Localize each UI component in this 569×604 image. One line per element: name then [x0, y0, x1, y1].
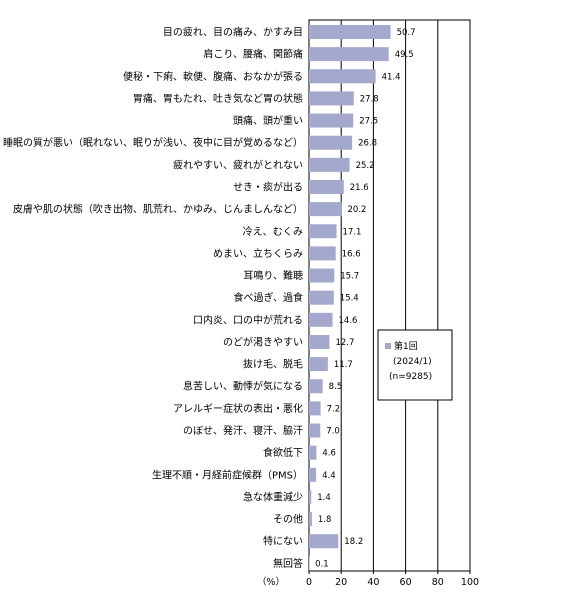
value-label: 41.4 [382, 72, 401, 82]
bar [309, 312, 333, 327]
category-labels: 目の疲れ、目の痛み、かすみ目肩こり、腰痛、関節痛便秘・下痢、軟便、腹痛、おなかが… [3, 26, 303, 570]
value-label: 15.4 [340, 294, 359, 304]
bar [309, 290, 334, 305]
value-label: 1.8 [318, 515, 332, 525]
category-label: 冷え、むくみ [243, 225, 303, 238]
bar [309, 556, 310, 571]
x-tick-label: 80 [432, 577, 444, 588]
legend-sample-size: (n=9285) [389, 372, 432, 382]
legend-series-name: 第1回 [394, 340, 418, 352]
bar [309, 113, 354, 128]
value-label: 12.7 [335, 338, 354, 348]
bar [309, 445, 317, 460]
category-label: せき・痰が出る [233, 180, 303, 193]
x-tick-label: 60 [400, 577, 412, 588]
bar [309, 423, 321, 438]
bar [309, 135, 353, 150]
x-tick-label: 20 [335, 577, 347, 588]
value-label: 8.5 [329, 382, 343, 392]
value-label: 26.8 [358, 139, 377, 149]
value-label: 7.2 [327, 404, 341, 414]
category-label: 目の疲れ、目の痛み、かすみ目 [163, 26, 303, 39]
value-label: 15.7 [340, 272, 359, 282]
category-label: 食欲低下 [263, 446, 303, 459]
value-label: 18.2 [344, 537, 363, 547]
legend-date: (2024/1) [393, 357, 432, 367]
grid [308, 19, 471, 572]
category-label: 疲れやすい、疲れがとれない [173, 158, 303, 171]
value-label: 0.1 [315, 559, 329, 569]
x-tick-label: 0 [306, 577, 312, 588]
category-label: 無回答 [273, 557, 303, 570]
value-label: 16.6 [342, 249, 361, 259]
bar [309, 534, 339, 549]
bar [309, 157, 350, 172]
bar [309, 179, 344, 194]
bar [309, 512, 312, 527]
category-label: のどが渇きやすい [223, 335, 303, 348]
category-label: 便秘・下痢、軟便、腹痛、おなかが張る [123, 70, 303, 83]
x-tick-label: 40 [367, 577, 379, 588]
category-label: 抜け毛、脱毛 [243, 358, 303, 371]
bar [309, 69, 376, 84]
category-label: 胃痛、胃もたれ、吐き気など胃の状態 [133, 92, 303, 105]
bar [309, 91, 354, 106]
x-tick-label: 100 [461, 577, 479, 588]
value-label: 25.2 [356, 161, 375, 171]
legend-box [377, 329, 453, 401]
category-label: 皮膚や肌の状態（吹き出物、肌荒れ、かゆみ、じんましんなど） [13, 203, 303, 216]
category-label: めまい、立ちくらみ [213, 247, 303, 260]
bar [309, 467, 317, 482]
category-label: 食べ過ぎ、過食 [234, 291, 304, 304]
value-label: 27.5 [359, 117, 378, 127]
value-label: 1.4 [317, 493, 331, 503]
value-label: 49.5 [395, 50, 414, 60]
category-label: 耳鳴り、難聴 [243, 269, 303, 282]
category-label: 頭痛、頭が重い [233, 114, 303, 127]
bar [309, 202, 342, 217]
value-label: 4.6 [322, 449, 336, 459]
category-label: 口内炎、口の中が荒れる [193, 313, 303, 326]
category-label: 生理不順・月経前症候群（PMS） [152, 468, 303, 481]
category-label: 息苦しい、動悸が気になる [183, 380, 303, 393]
x-axis-unit: （%） [257, 576, 285, 588]
value-label: 17.1 [343, 227, 362, 237]
value-label: 11.7 [334, 360, 353, 370]
category-label: 肩こり、腰痛、関節痛 [203, 48, 303, 61]
category-label: 特にない [263, 536, 303, 548]
value-label: 21.6 [350, 183, 369, 193]
bar-series [309, 25, 391, 571]
legend-swatch [385, 343, 391, 349]
x-axis: 0 20 40 60 80 100 （%） [257, 571, 479, 588]
category-label: 急な体重減少 [243, 490, 303, 503]
bar [309, 25, 391, 39]
bar [309, 246, 336, 261]
value-label: 14.6 [339, 316, 358, 326]
category-label: アレルギー症状の表出・悪化 [173, 402, 303, 415]
category-label: その他 [273, 513, 303, 526]
category-label: のぼせ、発汗、寝汗、脇汗 [183, 424, 303, 437]
bar [309, 334, 330, 349]
bar [309, 379, 323, 394]
value-label: 50.7 [397, 28, 416, 38]
bar [309, 357, 328, 372]
value-labels: 50.7 49.5 41.4 27.8 27.5 26.8 25.2 21.6 20.2 17.1… [315, 28, 415, 569]
category-label: 睡眠の質が悪い（眠れない、眠りが浅い、夜中に目が覚めるなど） [3, 136, 303, 149]
value-label: 7.0 [326, 427, 340, 437]
bar [309, 224, 337, 239]
bar [309, 268, 335, 283]
bar [309, 47, 389, 62]
legend: 第1回 (2024/1) (n=9285) [377, 329, 453, 401]
value-label: 4.4 [322, 471, 336, 481]
value-label: 20.2 [348, 205, 367, 215]
bar [309, 489, 312, 504]
bar [309, 401, 321, 416]
value-label: 27.8 [360, 94, 379, 104]
